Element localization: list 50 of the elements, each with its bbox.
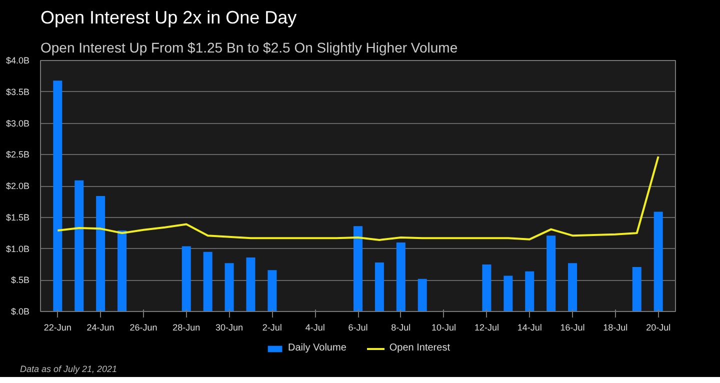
bar bbox=[74, 180, 84, 312]
bar bbox=[224, 263, 234, 312]
x-tick-label: 16-Jul bbox=[560, 322, 585, 332]
bar bbox=[96, 196, 106, 312]
x-tick-label: 30-Jun bbox=[216, 322, 244, 332]
x-tick-label: 4-Jul bbox=[305, 322, 325, 332]
x-tick-label: 28-Jun bbox=[172, 322, 200, 332]
line-series bbox=[56, 156, 660, 241]
y-tick-label: $1.0B bbox=[6, 244, 30, 254]
legend-label: Daily Volume bbox=[288, 342, 346, 354]
bar bbox=[396, 242, 406, 312]
y-tick-label: $1.5B bbox=[6, 212, 30, 222]
bar bbox=[353, 226, 363, 312]
bar bbox=[546, 236, 556, 312]
bar bbox=[632, 266, 642, 312]
x-tick-label: 18-Jul bbox=[603, 322, 628, 332]
x-tick-label: 22-Jun bbox=[44, 322, 72, 332]
y-tick-label: $4.0B bbox=[6, 56, 30, 66]
y-tick-label: $3.5B bbox=[6, 86, 30, 97]
y-tick-label: $2.5B bbox=[6, 150, 30, 160]
x-tick-label: 20-Jul bbox=[646, 322, 671, 332]
x-tick-label: 10-Jul bbox=[432, 322, 456, 332]
bar bbox=[654, 212, 663, 312]
y-tick-label: $2.0B bbox=[6, 181, 30, 191]
chart-subtitle: Open Interest Up From $1.25 Bn to $2.5 On Slightly Higher Volume bbox=[40, 40, 458, 56]
bar bbox=[118, 230, 127, 312]
bar bbox=[246, 258, 256, 312]
y-tick-label: $.0B bbox=[10, 306, 30, 316]
bar bbox=[504, 276, 513, 312]
x-tick-label: 14-Jul bbox=[517, 322, 542, 332]
bar bbox=[525, 271, 534, 312]
x-tick-label: 2-Jul bbox=[262, 322, 282, 332]
text: Data as of July 21, 2021 bbox=[20, 363, 118, 376]
chart-title: Open Interest Up 2x in One Day bbox=[40, 8, 297, 28]
x-tick-label: 26-Jun bbox=[130, 322, 158, 332]
bar bbox=[182, 246, 191, 312]
bar bbox=[53, 80, 62, 312]
bar bbox=[374, 262, 384, 312]
y-tick-label: $.5B bbox=[10, 275, 30, 286]
x-tick-label: 6-Jul bbox=[348, 322, 368, 332]
bar bbox=[568, 263, 578, 312]
legend-label: Open Interest bbox=[389, 342, 450, 354]
bar bbox=[203, 252, 212, 312]
bar bbox=[268, 270, 277, 312]
bar bbox=[418, 278, 427, 312]
y-tick-label: $3.0B bbox=[6, 118, 30, 128]
x-tick-label: 8-Jul bbox=[391, 322, 411, 332]
x-tick-label: 24-Jun bbox=[86, 322, 114, 332]
bar bbox=[482, 264, 492, 312]
x-tick-label: 12-Jul bbox=[474, 322, 499, 332]
